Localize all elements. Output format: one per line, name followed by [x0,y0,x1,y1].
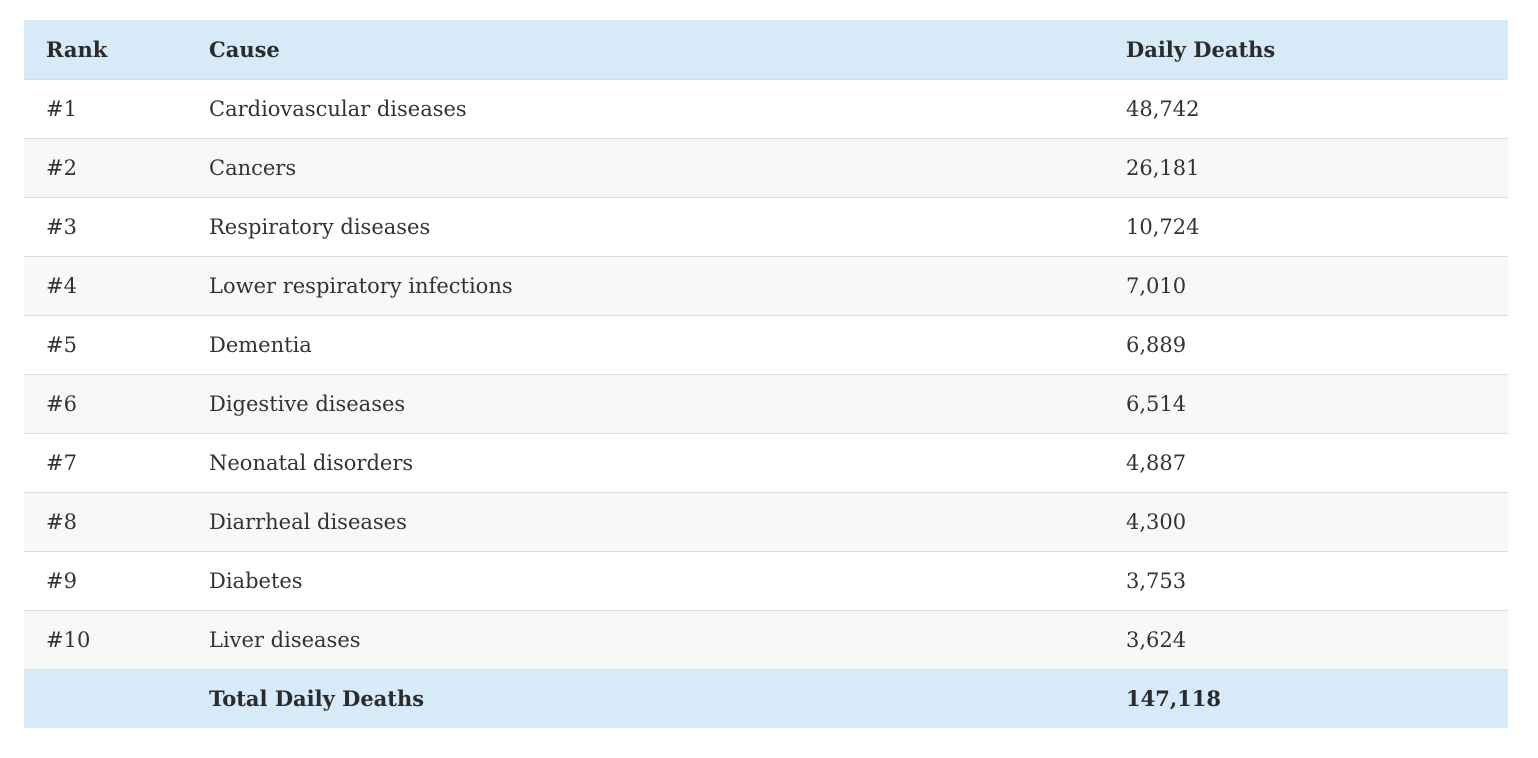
cause-cell: Digestive diseases [209,391,406,416]
cause-cell: Liver diseases [209,627,361,652]
daily-deaths-cell: 7,010 [1126,273,1187,298]
total-rank-cell [24,669,187,728]
daily-deaths-cell: 4,300 [1126,509,1187,534]
header-daily-deaths: Daily Deaths [1126,36,1276,62]
rank-cell: #10 [46,627,91,652]
table-row: #7 Neonatal disorders 4,887 [24,433,1508,492]
daily-deaths-cell: 3,624 [1126,627,1187,652]
rank-cell: #5 [46,332,77,357]
table-body: #1 Cardiovascular diseases 48,742 #2 Can… [24,79,1508,669]
rank-cell: #4 [46,273,77,298]
table-row: #10 Liver diseases 3,624 [24,610,1508,669]
cause-cell: Diarrheal diseases [209,509,407,534]
cause-cell: Cardiovascular diseases [209,96,467,121]
cause-cell: Respiratory diseases [209,214,431,239]
total-label: Total Daily Deaths [209,686,425,712]
daily-deaths-cell: 6,889 [1126,332,1187,357]
daily-deaths-cell: 4,887 [1126,450,1187,475]
rank-cell: #8 [46,509,77,534]
cause-cell: Neonatal disorders [209,450,414,475]
table-header: Rank Cause Daily Deaths [24,20,1508,79]
rank-cell: #2 [46,155,77,180]
daily-deaths-cell: 3,753 [1126,568,1187,593]
rank-cell: #3 [46,214,77,239]
table-row: #8 Diarrheal diseases 4,300 [24,492,1508,551]
table-row: #1 Cardiovascular diseases 48,742 [24,79,1508,138]
cause-cell: Lower respiratory infections [209,273,513,298]
daily-deaths-cell: 10,724 [1126,214,1200,239]
rank-cell: #6 [46,391,77,416]
cause-cell: Cancers [209,155,297,180]
table-row: #2 Cancers 26,181 [24,138,1508,197]
daily-deaths-cell: 48,742 [1126,96,1200,121]
table-row: #3 Respiratory diseases 10,724 [24,197,1508,256]
rank-cell: #1 [46,96,77,121]
header-rank: Rank [46,36,108,62]
header-cause: Cause [209,36,280,62]
header-row: Rank Cause Daily Deaths [24,20,1508,79]
rank-cell: #7 [46,450,77,475]
daily-deaths-table: Rank Cause Daily Deaths #1 Cardiovascula… [24,20,1508,728]
table-row: #5 Dementia 6,889 [24,315,1508,374]
table-footer: Total Daily Deaths 147,118 [24,669,1508,728]
rank-cell: #9 [46,568,77,593]
table-container: Rank Cause Daily Deaths #1 Cardiovascula… [24,20,1508,728]
table-row: #4 Lower respiratory infections 7,010 [24,256,1508,315]
daily-deaths-cell: 6,514 [1126,391,1187,416]
cause-cell: Dementia [209,332,312,357]
table-row: #6 Digestive diseases 6,514 [24,374,1508,433]
table-row: #9 Diabetes 3,753 [24,551,1508,610]
cause-cell: Diabetes [209,568,303,593]
total-value: 147,118 [1126,686,1221,712]
total-row: Total Daily Deaths 147,118 [24,669,1508,728]
daily-deaths-cell: 26,181 [1126,155,1200,180]
